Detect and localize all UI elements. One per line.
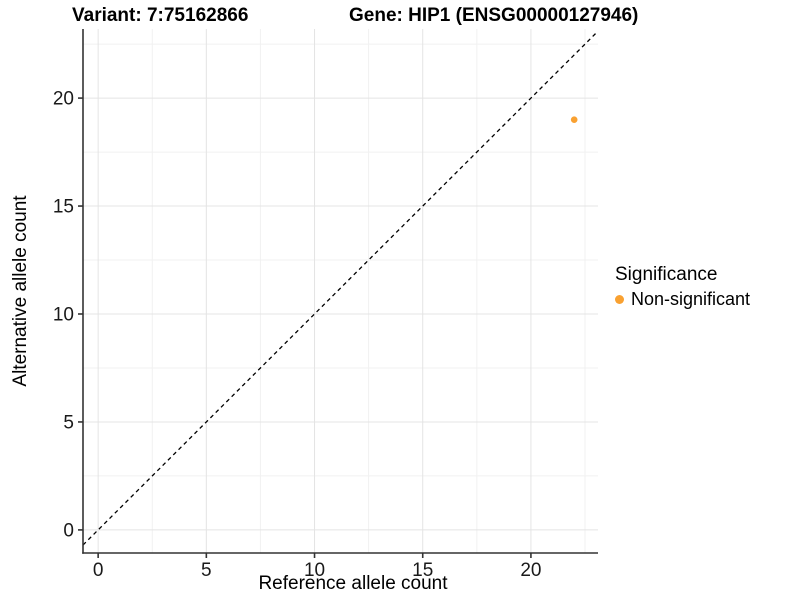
legend: Significance Non-significant	[615, 264, 750, 310]
legend-item-label: Non-significant	[631, 289, 751, 309]
legend-title: Significance	[615, 264, 718, 285]
y-axis-title-text: Alternative allele count	[10, 195, 31, 387]
plot-title-variant: Variant: 7:75162866	[72, 5, 249, 26]
y-tick-label: 15	[53, 197, 74, 218]
plot-title-gene: Gene: HIP1 (ENSG00000127946)	[349, 5, 639, 26]
x-tick-label: 5	[201, 560, 212, 581]
data-point	[570, 116, 578, 123]
x-tick-label: 15	[412, 560, 433, 581]
y-tick-label: 5	[63, 412, 74, 433]
x-tick-label: 0	[93, 560, 104, 581]
y-tick-label: 10	[53, 304, 74, 325]
legend-item-non-significant: Non-significant	[615, 289, 750, 310]
x-axis-title: Reference allele count	[258, 573, 448, 594]
identity-dashed-line	[82, 30, 599, 546]
x-tick-label: 20	[520, 560, 541, 581]
legend-point-icon	[615, 295, 624, 304]
y-tick-label: 0	[63, 520, 74, 541]
x-tick-label: 10	[304, 560, 325, 581]
y-tick-label: 20	[53, 89, 74, 110]
